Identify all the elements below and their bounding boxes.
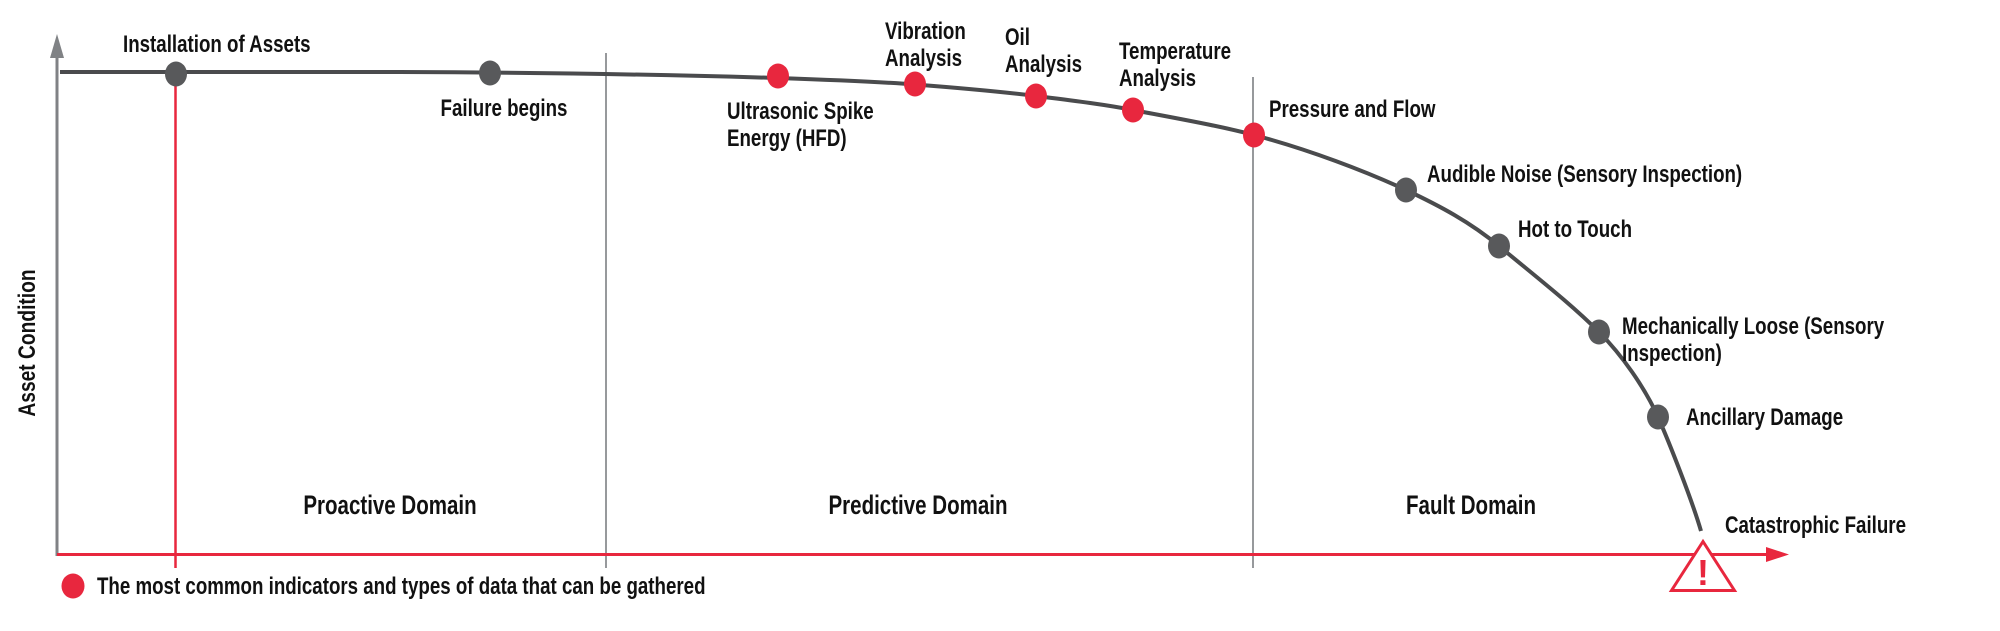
point-label-failure-begins: Failure begins [440,95,568,122]
condition-point-dots [165,60,1669,430]
point-dot-temperature-analysis [1122,97,1144,123]
warning-exclamation-glyph: ! [1697,552,1709,593]
domain-label-fault: Fault Domain [1406,490,1536,520]
point-label-audible-noise: Audible Noise (Sensory Inspection) [1427,161,1743,188]
domain-label-predictive: Predictive Domain [828,490,1008,520]
point-label-ultrasonic-spike-energy-hfd: Ultrasonic Spike Energy (HFD) [727,98,874,152]
point-dot-audible-noise [1395,177,1417,203]
point-label-temperature-analysis: Temperature Analysis [1119,38,1232,92]
point-label-ancillary-damage: Ancillary Damage [1686,404,1844,431]
point-dot-installation-of-assets [165,61,187,87]
point-label-vibration-analysis: Vibration Analysis [885,18,966,72]
point-label-hot-to-touch: Hot to Touch [1518,216,1633,243]
point-dot-failure-begins [479,60,501,86]
point-dot-vibration-analysis [904,71,926,97]
point-label-installation-of-assets: Installation of Assets [123,31,311,58]
catastrophic-failure-label: Catastrophic Failure [1725,512,1907,539]
point-label-oil-analysis: Oil Analysis [1005,24,1083,78]
y-axis-label: Asset Condition [14,269,41,417]
y-axis-arrow-icon [50,34,64,58]
point-dot-ancillary-damage [1647,404,1669,430]
point-dot-oil-analysis [1025,83,1047,109]
point-dot-mechanically-loose [1588,319,1610,345]
point-label-pressure-and-flow: Pressure and Flow [1269,96,1436,123]
point-dot-ultrasonic-spike-energy-hfd [767,63,789,89]
legend-text: The most common indicators and types of … [97,573,706,600]
pf-curve [60,70,1703,532]
domain-label-proactive: Proactive Domain [303,490,477,520]
x-axis-arrow-icon [1766,547,1789,562]
point-dot-hot-to-touch [1488,233,1510,259]
legend-red-dot-icon [61,573,85,599]
point-label-mechanically-loose: Mechanically Loose (Sensory Inspection) [1622,313,1885,367]
point-dot-pressure-and-flow [1243,122,1265,148]
warning-triangle-icon: ! [1668,538,1738,593]
